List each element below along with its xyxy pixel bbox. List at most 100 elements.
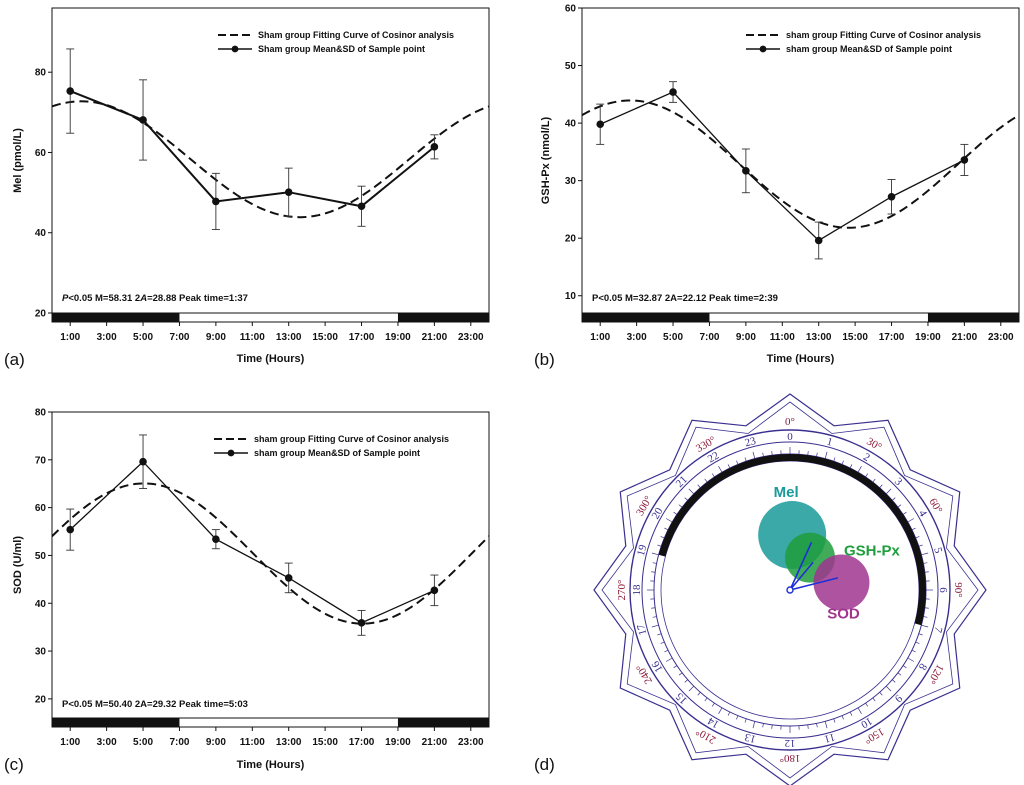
degree-label: 90°	[952, 582, 964, 597]
clock-tick	[697, 692, 701, 696]
clock-tick	[711, 473, 715, 478]
data-point	[430, 143, 439, 151]
hour-label: 2	[861, 451, 872, 464]
clock-tick	[771, 451, 773, 456]
x-tick-label: 23:00	[458, 332, 484, 343]
clock-tick	[918, 544, 923, 547]
clock-tick	[857, 707, 862, 715]
clock-tick	[865, 473, 869, 478]
data-point	[669, 88, 677, 96]
clock-tick	[752, 451, 756, 459]
clock-tick	[923, 616, 928, 618]
clock-tick	[902, 665, 907, 669]
hour-label: 0	[787, 431, 793, 443]
x-axis-label: Time (Hours)	[237, 759, 305, 771]
phase-vector	[789, 542, 813, 591]
y-tick-label: 60	[35, 148, 47, 159]
panel-label: (d)	[534, 755, 555, 774]
clock-tick	[752, 721, 756, 729]
stats-annotation: P<0.05 M=58.31 2A=28.88 Peak time=1:37	[62, 293, 248, 304]
clock-tick	[907, 518, 915, 523]
phase-vector	[789, 577, 839, 591]
panel-a: 20 40 60 80 1:00 3:00 5:00 7:00 9:00 11:00 13:00 15…	[4, 7, 490, 369]
clock-tick	[885, 685, 892, 692]
x-tick-label: 5:00	[663, 332, 683, 343]
clock-tick	[684, 679, 688, 683]
phase-vector	[789, 561, 814, 591]
x-tick-label: 13:00	[276, 737, 302, 748]
panel-label: (a)	[4, 350, 25, 369]
data-point	[357, 202, 366, 211]
clock-tick	[872, 478, 876, 483]
x-tick-label: 3:00	[627, 332, 647, 343]
panel-label: (c)	[4, 755, 24, 774]
hour-label: 18	[631, 584, 643, 596]
panel-d: 0 12345678910111213141516171819202122230°…	[534, 393, 987, 785]
data-point	[742, 167, 750, 175]
clock-tick	[892, 679, 896, 683]
hour-label: 13	[743, 730, 757, 745]
clock-tick	[857, 465, 862, 473]
clock-tick	[678, 672, 683, 676]
clock-tick	[921, 552, 929, 556]
x-tick-label: 11:00	[240, 737, 265, 748]
clock-tick	[688, 685, 695, 692]
y-axis-label: SOD (U/ml)	[12, 536, 24, 594]
clock-inner-ring	[660, 460, 920, 720]
x-tick-label: 19:00	[385, 332, 411, 343]
data-point	[212, 535, 220, 543]
y-tick-label: 20	[35, 694, 47, 705]
clock-tick	[678, 504, 683, 508]
clock-tick	[718, 465, 723, 473]
clock-tick	[807, 451, 809, 456]
clock-tick	[824, 451, 828, 459]
origin-marker	[786, 586, 794, 594]
legend-label-mean: sham group Mean&SD of Sample point	[254, 448, 420, 458]
cosinor-fit-curve	[52, 482, 489, 625]
hour-label: 6	[937, 587, 949, 593]
clock-tick	[833, 457, 836, 462]
clock-tick	[697, 484, 701, 488]
x-tick-label: 11:00	[240, 332, 265, 343]
clock-tick	[923, 562, 928, 564]
stat-peak: =28.88 Peak time=1:37	[147, 293, 248, 304]
hour-label: 19	[635, 543, 650, 557]
data-point	[596, 120, 605, 129]
y-tick-label: 40	[35, 599, 47, 610]
clock-tick	[688, 488, 695, 495]
data-point	[887, 192, 896, 201]
stat-amplitude-symbol: A	[139, 293, 147, 304]
clock-tick	[651, 624, 659, 628]
hour-label: 4	[916, 508, 929, 519]
data-point	[284, 574, 293, 582]
clock-tick	[665, 518, 673, 523]
data-point	[430, 586, 439, 595]
clock-tick	[727, 464, 731, 469]
clock-tick	[807, 724, 809, 729]
x-tick-label: 21:00	[422, 737, 448, 748]
panel-b: 10 20 30 40 50 60 1:00 3:00 5:00 7:00 9:00 11:00 13:…	[534, 4, 1020, 369]
x-axis-label: Time (Hours)	[237, 353, 305, 365]
x-tick-label: 15:00	[312, 737, 338, 748]
hour-label: 1	[825, 436, 833, 449]
clock-hour-ring	[641, 441, 939, 739]
clock-tick	[902, 511, 907, 515]
x-tick-label: 21:00	[422, 332, 448, 343]
clock-tick	[849, 711, 853, 716]
clock-tick	[651, 607, 656, 609]
clock-tick	[673, 665, 678, 669]
clock-tick	[744, 457, 747, 462]
clock-tick	[660, 641, 665, 644]
legend-point-swatch	[227, 449, 235, 457]
clock-tick	[744, 718, 747, 723]
dark-period-bar	[397, 313, 489, 322]
dark-period-bar	[397, 718, 489, 727]
clock-tick	[918, 633, 923, 636]
x-tick-label: 15:00	[312, 332, 338, 343]
degree-label: 180°	[780, 752, 801, 764]
clock-tick	[915, 641, 920, 644]
stats-annotation: P<0.05 M=50.40 2A=29.32 Peak time=5:03	[62, 699, 248, 710]
data-point	[139, 116, 147, 124]
clock-tick	[664, 527, 669, 531]
